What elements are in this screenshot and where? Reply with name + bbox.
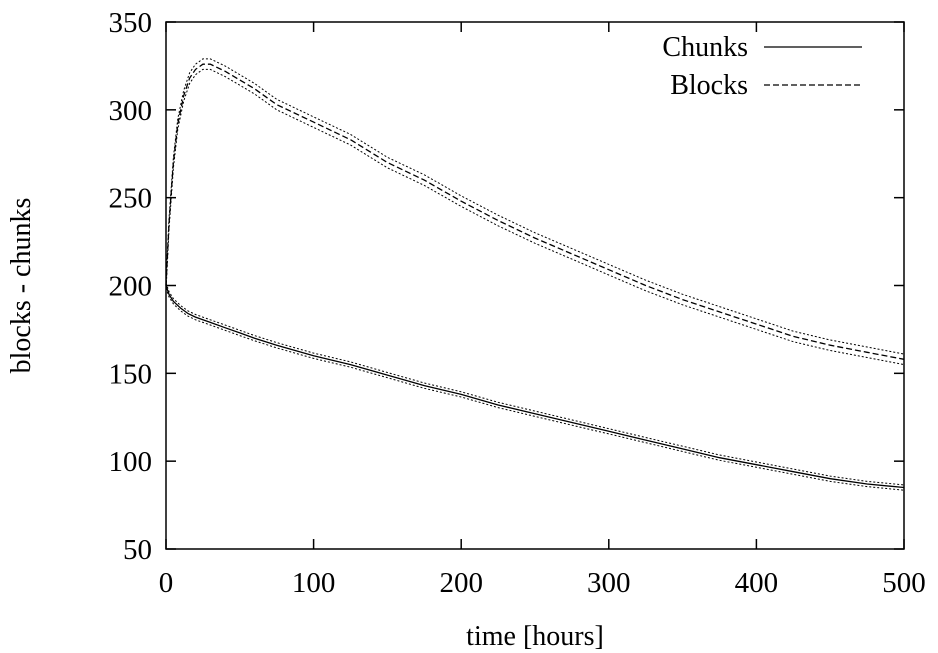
series-upper-band — [165, 58, 905, 355]
y-tick-label: 300 — [109, 95, 153, 127]
y-tick-label: 250 — [109, 183, 153, 215]
legend-label-blocks: Blocks — [670, 70, 748, 101]
plot-area-border — [165, 21, 905, 550]
series-chunks — [165, 282, 905, 491]
axis-ticks: 0 100 200 300 400 500 50 100 150 200 250 300 350 — [109, 7, 926, 599]
series-upper-band — [165, 282, 905, 486]
series-layer — [165, 58, 905, 491]
y-tick-label: 350 — [109, 7, 153, 39]
series-line — [165, 285, 905, 489]
series-blocks — [165, 58, 905, 366]
legend-label-chunks: Chunks — [662, 32, 748, 63]
y-tick-label: 150 — [109, 358, 153, 390]
y-axis-title: blocks - chunks — [6, 198, 37, 374]
y-tick-label: 50 — [123, 534, 152, 566]
x-tick-label: 0 — [159, 567, 174, 599]
x-tick-label: 300 — [587, 567, 631, 599]
x-tick-label: 200 — [439, 567, 483, 599]
x-axis-title: time [hours] — [466, 621, 604, 652]
legend: Chunks Blocks — [662, 32, 862, 101]
series-lower-band — [165, 287, 905, 491]
x-tick-label: 400 — [735, 567, 779, 599]
x-tick-label: 500 — [882, 567, 926, 599]
y-tick-label: 100 — [109, 446, 153, 478]
y-tick-label: 200 — [109, 271, 153, 303]
plot-frame — [165, 21, 905, 550]
x-tick-label: 100 — [292, 567, 336, 599]
series-lower-band — [165, 68, 905, 366]
series-line — [165, 63, 905, 360]
